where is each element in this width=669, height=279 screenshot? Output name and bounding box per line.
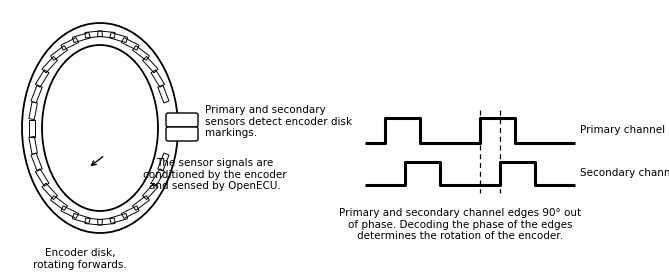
Bar [61, 38, 78, 50]
Text: Encoder disk,
rotating forwards.: Encoder disk, rotating forwards. [33, 248, 127, 270]
Bar [29, 102, 37, 120]
Bar [132, 46, 149, 60]
Bar [85, 218, 102, 225]
Bar [122, 206, 139, 218]
Bar [158, 85, 169, 103]
Text: Primary and secondary channel edges 90° out
of phase. Decoding the phase of the : Primary and secondary channel edges 90° … [339, 208, 581, 241]
Bar [85, 31, 102, 38]
Bar [42, 183, 58, 199]
Text: Primary channel: Primary channel [580, 125, 665, 135]
Bar [72, 33, 90, 43]
Bar [110, 33, 128, 43]
Bar [29, 119, 35, 136]
Bar [151, 70, 165, 87]
Text: The sensor signals are
conditioned by the encoder
and sensed by OpenECU.: The sensor signals are conditioned by th… [143, 158, 287, 191]
Bar [122, 38, 139, 50]
Bar [29, 136, 37, 154]
Bar [142, 57, 158, 73]
Bar [61, 206, 78, 218]
Bar [98, 31, 115, 38]
Bar [72, 213, 90, 223]
Bar [151, 169, 165, 186]
Bar [158, 153, 169, 171]
Bar [31, 153, 42, 171]
Bar [132, 196, 149, 210]
Bar [42, 57, 58, 73]
Bar [35, 70, 49, 87]
Bar [51, 196, 68, 210]
Text: Secondary channel: Secondary channel [580, 168, 669, 178]
FancyBboxPatch shape [166, 127, 198, 141]
Bar [110, 213, 128, 223]
Bar [142, 183, 158, 199]
FancyBboxPatch shape [166, 113, 198, 127]
Bar [51, 46, 68, 60]
Bar [35, 169, 49, 186]
Text: Primary and secondary
sensors detect encoder disk
markings.: Primary and secondary sensors detect enc… [205, 105, 352, 138]
Bar [98, 218, 115, 225]
Bar [31, 85, 42, 103]
